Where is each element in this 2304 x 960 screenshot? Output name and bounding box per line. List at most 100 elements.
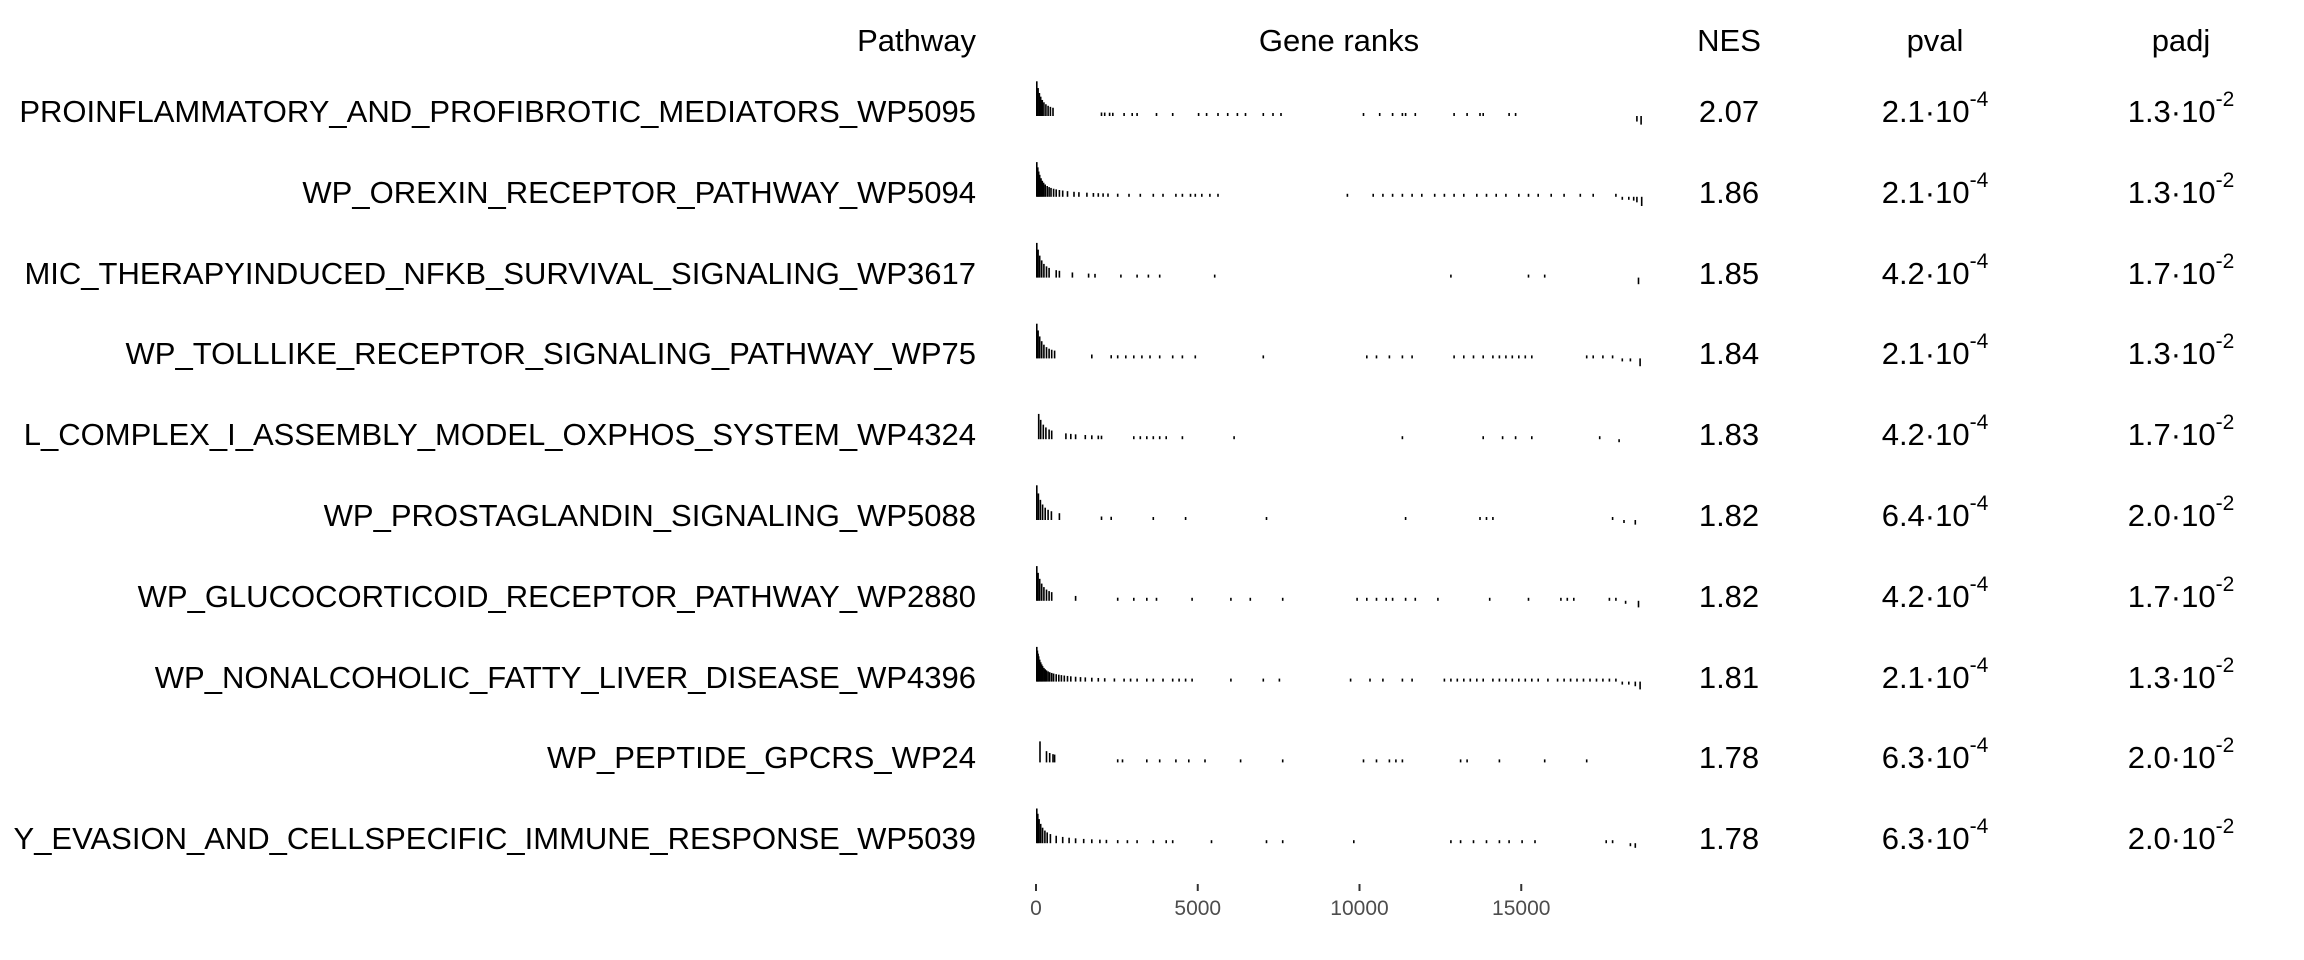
gene-rank-bar [1353,840,1355,844]
gene-rank-bar [1492,355,1494,359]
gene-rank-bar [1589,678,1591,682]
gene-rank-bar [1498,355,1501,359]
pval-value: 6.3·10-4 [1881,734,1989,776]
gene-rank-bar [1378,113,1381,116]
gene-rank-bar [1146,597,1148,601]
gene-rank-bar [1636,116,1638,122]
gene-rank-bar [1053,350,1056,359]
gene-rank-bar [1133,597,1135,601]
gene-rank-bar [1038,659,1041,682]
gene-rank-bar [1116,193,1119,197]
gene-rank-bar [1152,436,1155,440]
gene-rank-bar [1103,112,1106,116]
gene-rank-bar [1239,759,1242,763]
gene-rank-bar [1401,355,1404,359]
gene-rank-bar [1184,517,1187,520]
padj-value: 2.0·10-2 [2127,734,2235,776]
gene-rank-bar [1147,274,1150,278]
gene-rank-bar [1628,681,1630,685]
nes-value: 1.82 [1698,498,1760,533]
gene-rank-bar [1158,274,1161,278]
gene-rank-bar [1209,193,1211,197]
gene-rank-bar [1139,193,1142,197]
gene-rank-bar [1194,355,1197,359]
gene-rank-bar [1097,193,1100,197]
gene-rank-bar [1443,193,1446,197]
gene-rank-bar [1639,681,1641,690]
nes-value: 1.78 [1698,821,1760,857]
gene-rank-bar [1045,751,1048,763]
gene-rank-bar [1527,597,1530,601]
gene-rank-bar [1450,274,1452,278]
gene-rank-bar [1611,840,1614,844]
gene-rank-bar [1482,678,1484,682]
axis-tick-label: 5000 [1174,897,1221,920]
gene-rank-bar [1037,572,1039,601]
gene-rank-bar [1108,112,1111,116]
gene-rank-bar [1479,517,1481,520]
gene-rank-bar [1582,678,1585,682]
gene-rank-bar [1055,270,1057,278]
gene-rank-bar [1411,193,1413,197]
gene-rank-bar [1162,678,1164,682]
gene-rank-bar [1453,113,1455,116]
gene-rank-bar [1469,678,1472,682]
gene-rank-bar [1039,823,1042,844]
gene-rank-bar [1121,759,1124,763]
gene-rank-bar [1074,676,1077,682]
nes-value: 1.86 [1698,174,1760,210]
gene-rank-bar [1040,664,1043,682]
header-pathway: Pathway [857,23,976,58]
gene-rank-bar [1136,113,1138,116]
gene-rank-bar [1082,838,1085,844]
gene-rank-bar [1116,759,1119,763]
gene-rank-bar [1391,113,1394,116]
gene-rank-bar [1058,270,1061,278]
gene-rank-bar [1281,597,1284,601]
exponent: -4 [1969,249,1989,273]
gene-rank-bar [1463,193,1465,197]
gene-rank-bar [1113,678,1116,682]
nes-value: 1.83 [1698,417,1760,453]
gene-rank-bar [1637,600,1640,608]
nes-value: 1.85 [1698,255,1760,291]
gene-rank-bar [1534,840,1536,844]
pval-value: 6.4·10-4 [1881,492,1989,533]
gene-rank-bar [1039,662,1042,682]
gene-rank-bar [1395,759,1397,763]
gene-rank-bar [1128,193,1130,197]
gene-rank-bar [1514,113,1517,116]
table-row: WP_PROSTAGLANDIN_SIGNALING_WP5088 1.82 6.4… [0,476,2304,556]
gene-rank-bar [1382,193,1384,197]
gene-rank-bar [1155,113,1158,116]
exponent: -4 [1969,653,1989,677]
gene-rank-bar [1453,355,1455,359]
gene-rank-bar [1045,670,1048,682]
gene-rank-bar [1205,113,1208,116]
gene-rank-bar [1476,678,1478,682]
gene-rank-bar [1537,678,1539,682]
gene-rank-bar [1036,242,1038,278]
gene-rank-bar [1066,675,1069,682]
gene-rank-bar [1382,678,1384,682]
gene-rank-bar [1498,840,1501,844]
gene-rank-bar [1191,678,1193,682]
gene-rank-bar [1463,355,1465,359]
gene-rank-bar [1097,435,1100,440]
pval-value: 6.3·10-4 [1881,815,1989,857]
gene-rank-bar [1518,355,1520,359]
gene-rank-bar [1524,355,1527,359]
gene-rank-bar [1521,840,1523,844]
gene-rank-bar [1404,597,1407,601]
gene-rank-bar [1037,656,1040,682]
gene-rank-bar [1091,839,1093,844]
gene-rank-bar [1058,189,1061,197]
gene-rank-bar [1048,429,1050,440]
gene-rank-bar [1466,113,1468,116]
gene-rank-bar [1356,597,1358,601]
gene-rank-bar [1349,678,1352,682]
gene-rank-bar [1058,674,1060,682]
gene-rank-bar [1146,436,1148,440]
gene-rank-bar [1045,266,1048,278]
gene-rank-bar [1038,578,1041,601]
